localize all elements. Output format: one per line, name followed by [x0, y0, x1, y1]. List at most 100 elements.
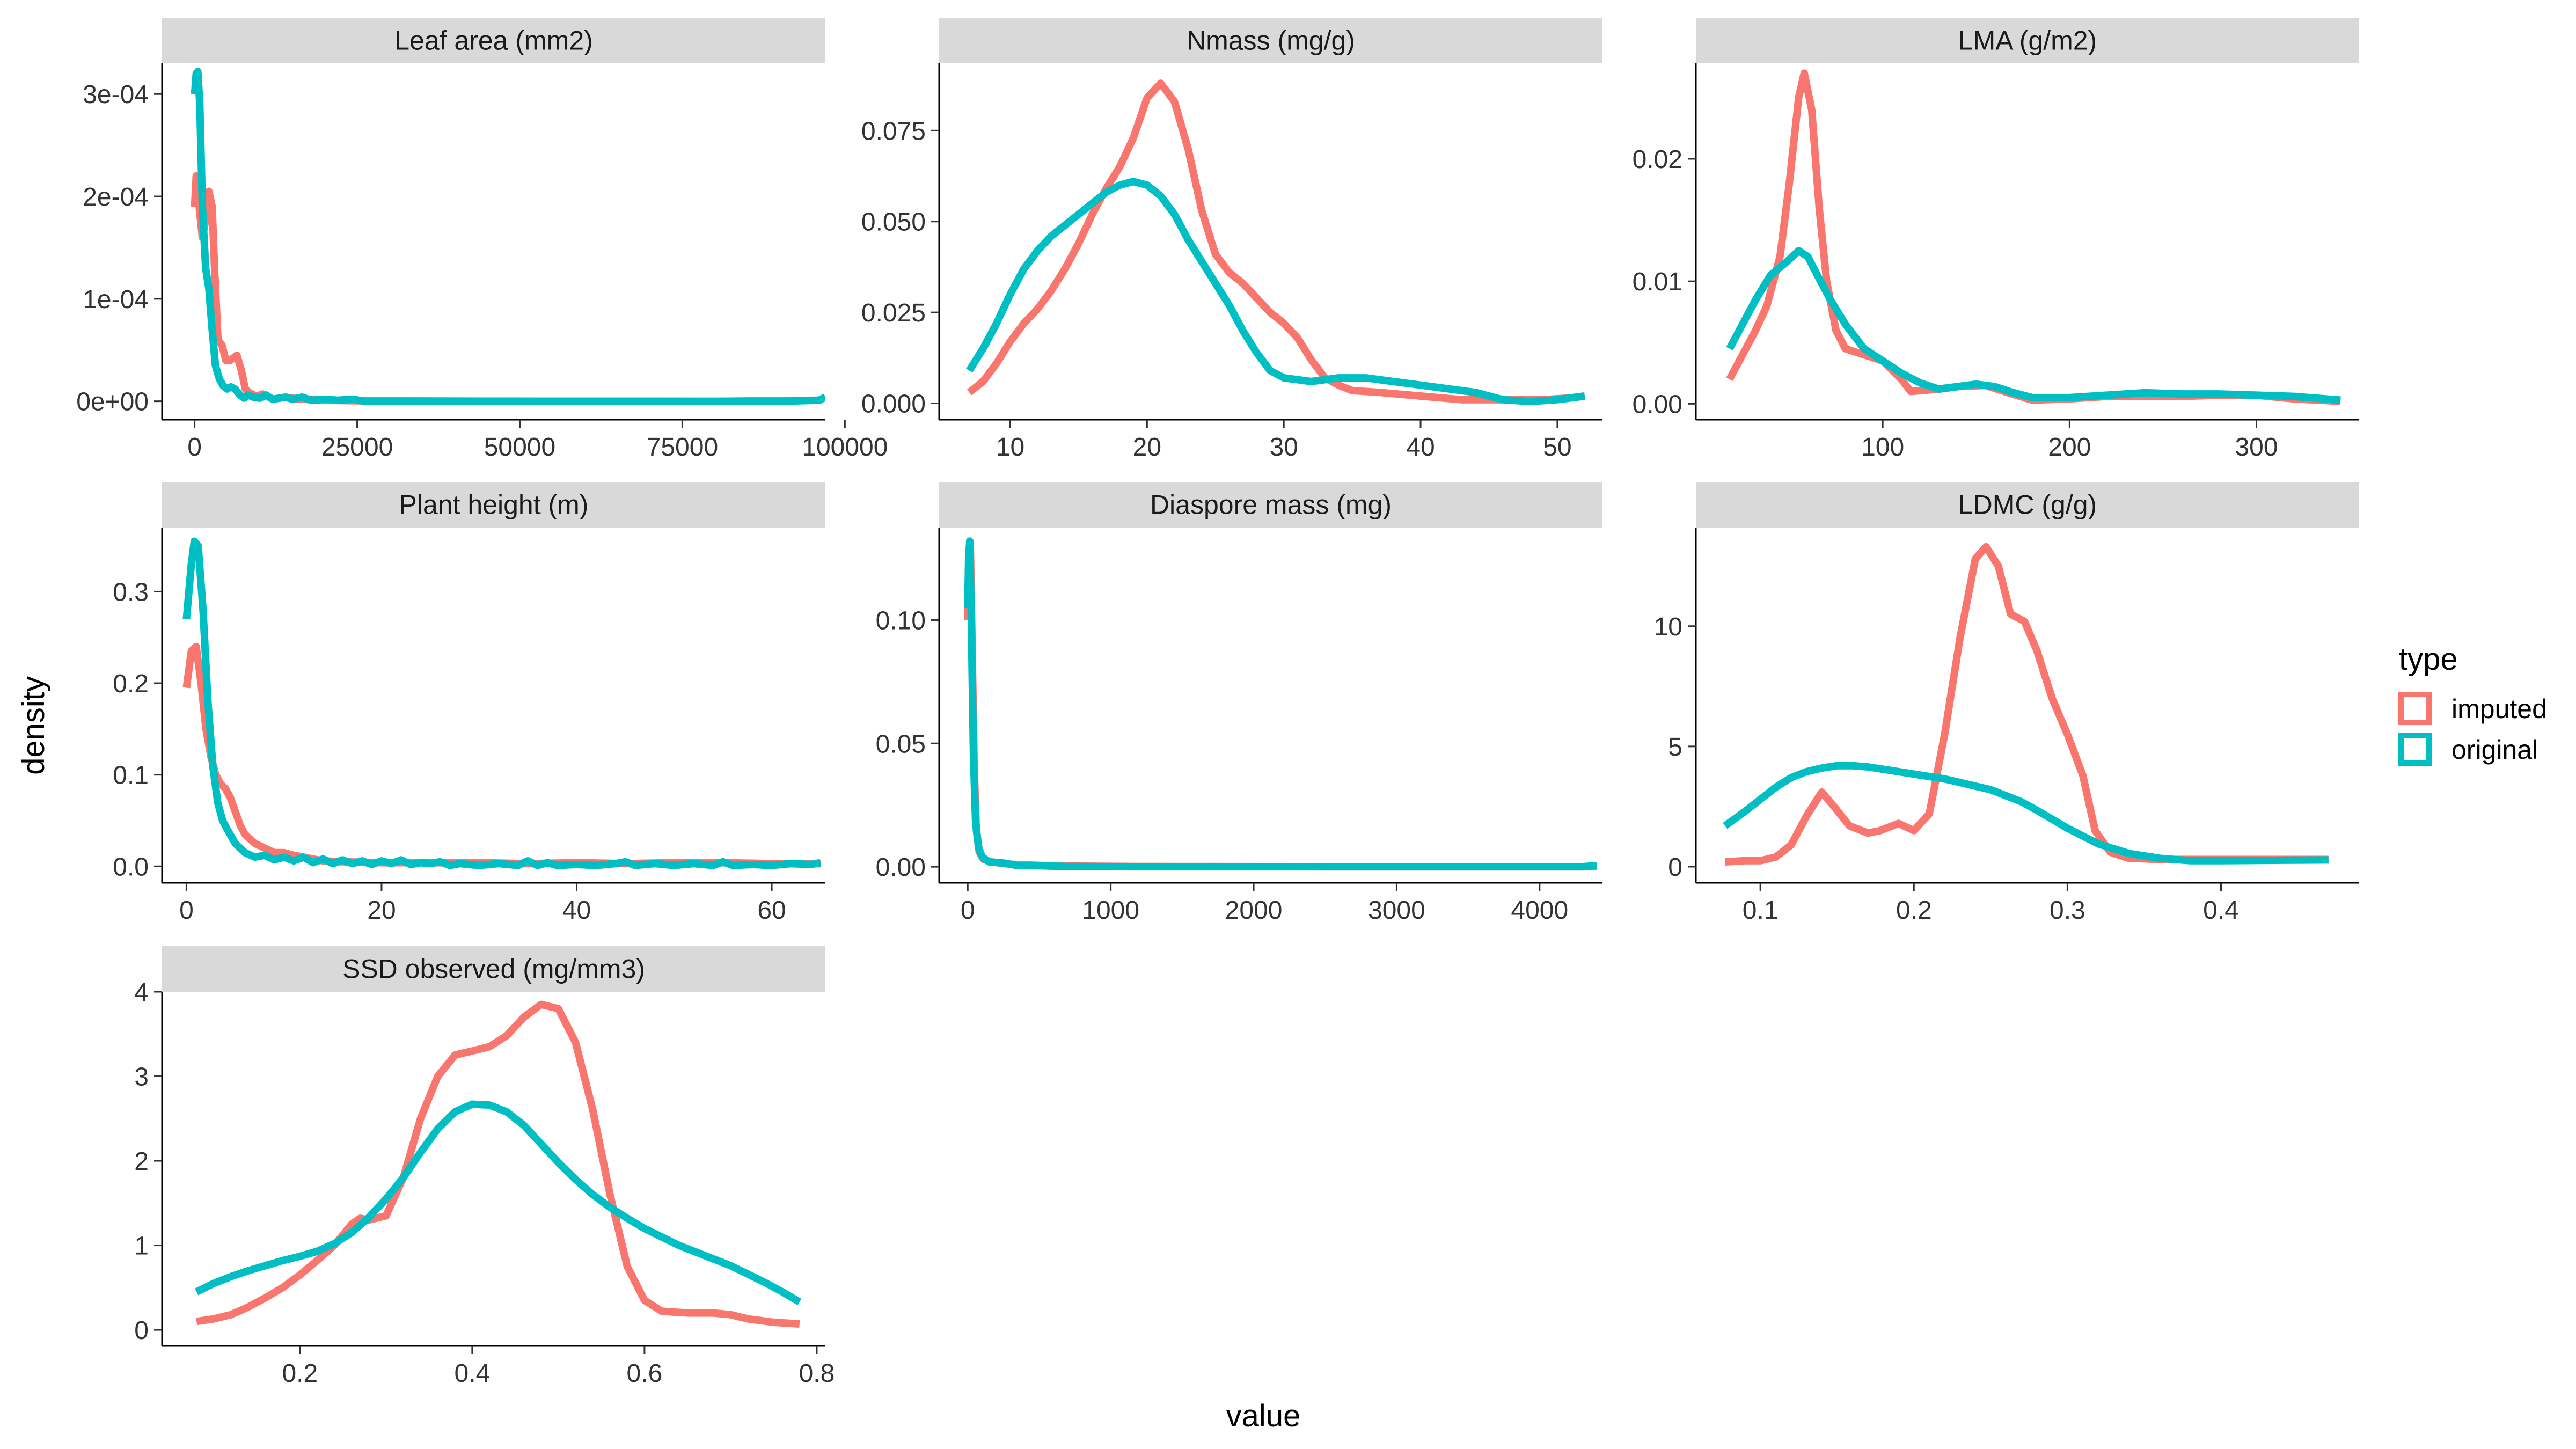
- y-axis-title: density: [16, 676, 51, 775]
- panel-ssd-observed-mg-mm3: SSD observed (mg/mm3) 0.2 0.4 0.6 0.8 0 1 2 3 4: [134, 946, 835, 1388]
- y-tick-label: 0.025: [861, 299, 926, 327]
- density-line-imputed: [1724, 543, 2329, 866]
- y-tick-label: 0.050: [861, 208, 926, 237]
- y-tick-label: 0.1: [113, 762, 149, 790]
- x-tick-label: 60: [757, 896, 786, 925]
- density-line-original: [1723, 762, 2329, 865]
- legend-title: type: [2399, 642, 2458, 677]
- x-tick-label: 0.6: [627, 1359, 663, 1388]
- y-tick-label: 5: [1668, 733, 1682, 762]
- panel-lma-g-m2: LMA (g/m2) 100 200 300 0.00 0.01 0.02: [1633, 18, 2359, 462]
- panel-ldmc-g-g: LDMC (g/g) 0.1 0.2 0.3 0.4 0 5 10: [1654, 482, 2359, 925]
- facet-strip: [939, 482, 1602, 528]
- x-tick-label: 0: [179, 896, 194, 925]
- density-line-imputed: [191, 172, 822, 405]
- facet-title: Nmass (mg/g): [1187, 26, 1355, 56]
- y-tick-label: 0.2: [113, 670, 149, 698]
- panel-diaspore-mass-mg: Diaspore mass (mg) 0 1000 2000 3000 4000 0.00 0…: [876, 482, 1602, 925]
- facet-title: LMA (g/m2): [1958, 26, 2097, 56]
- y-tick-label: 0e+00: [76, 388, 149, 416]
- facet-strip: [162, 946, 825, 992]
- facet-title: Plant height (m): [399, 490, 589, 520]
- x-tick-label: 0.2: [282, 1359, 318, 1388]
- x-tick-label: 0: [961, 896, 975, 925]
- facet-panels: Leaf area (mm2)0 25000 50000 75000 1000000e+…: [76, 18, 2359, 1388]
- y-tick-label: 0.00: [876, 853, 926, 882]
- y-tick-label: 0.3: [113, 578, 149, 606]
- legend-key-imputed: [2398, 692, 2432, 725]
- y-tick-label: 2e-04: [83, 183, 149, 211]
- y-tick-label: 0.00: [1633, 390, 1682, 419]
- x-tick-label: 10: [996, 433, 1024, 462]
- y-tick-label: 1e-04: [83, 286, 149, 314]
- density-line-original: [966, 178, 1585, 406]
- legend-key-original: [2398, 733, 2432, 766]
- x-tick-label: 0.3: [2050, 896, 2085, 925]
- y-tick-label: 0.05: [876, 730, 926, 758]
- x-tick-label: 20: [367, 896, 396, 925]
- x-tick-label: 75000: [647, 433, 718, 462]
- x-tick-label: 0.8: [799, 1359, 835, 1388]
- panel-nmass-mg-g: Nmass (mg/g) 10 20 30 40 50 0.000 0.025 0.050 0.0…: [861, 18, 1602, 462]
- legend: type imputed original: [2398, 642, 2547, 766]
- density-line-original: [195, 1100, 802, 1306]
- density-line-original: [191, 68, 825, 405]
- y-tick-label: 0.01: [1633, 268, 1682, 296]
- facet-strip: [162, 482, 825, 528]
- density-line-imputed: [964, 542, 1597, 871]
- x-axis-title: value: [1226, 1399, 1301, 1433]
- y-tick-label: 0.02: [1633, 145, 1682, 174]
- x-tick-label: 200: [2048, 433, 2091, 462]
- facet-title: Diaspore mass (mg): [1150, 490, 1392, 520]
- x-tick-label: 20: [1133, 433, 1161, 462]
- x-tick-label: 0.1: [1743, 896, 1779, 925]
- density-line-imputed: [196, 1000, 800, 1328]
- y-tick-label: 3e-04: [83, 80, 149, 109]
- y-tick-label: 4: [134, 978, 149, 1007]
- y-tick-label: 2: [134, 1147, 149, 1176]
- x-tick-label: 0.2: [1896, 896, 1932, 925]
- density-line-imputed: [967, 79, 1585, 404]
- facet-title: SSD observed (mg/mm3): [342, 954, 645, 984]
- facet-strip: [1696, 18, 2359, 63]
- panel-leaf-area-mm2: Leaf area (mm2) 0 25000 50000 75000 100000 0e+…: [76, 18, 888, 462]
- x-tick-label: 0.4: [2203, 896, 2239, 925]
- facet-title: Leaf area (mm2): [394, 26, 593, 56]
- x-tick-label: 3000: [1368, 896, 1425, 925]
- facet-strip: [939, 18, 1602, 63]
- density-line-original: [1726, 247, 2341, 404]
- x-tick-label: 40: [1406, 433, 1435, 462]
- density-line-original: [182, 537, 822, 869]
- x-tick-label: 1000: [1082, 896, 1139, 925]
- y-tick-label: 0.000: [861, 390, 926, 419]
- x-tick-label: 50000: [484, 433, 555, 462]
- facet-strip: [1696, 482, 2359, 528]
- y-tick-label: 3: [134, 1063, 149, 1092]
- x-tick-label: 2000: [1225, 896, 1283, 925]
- x-tick-label: 40: [562, 896, 591, 925]
- y-tick-label: 0: [134, 1316, 149, 1345]
- x-tick-label: 50: [1543, 433, 1571, 462]
- density-line-imputed: [182, 642, 821, 868]
- y-tick-label: 0.0: [113, 853, 149, 881]
- x-tick-label: 30: [1270, 433, 1298, 462]
- facet-strip: [162, 18, 825, 63]
- panel-plant-height-m: Plant height (m) 0 20 40 60 0.0 0.1 0.2 0.3: [113, 482, 825, 925]
- legend-label-original: original: [2451, 735, 2538, 765]
- y-tick-label: 10: [1654, 613, 1682, 641]
- x-tick-label: 0: [187, 433, 202, 462]
- facet-title: LDMC (g/g): [1958, 490, 2097, 520]
- y-tick-label: 0.10: [876, 606, 926, 635]
- x-tick-label: 100000: [802, 433, 888, 462]
- density-line-imputed: [1726, 69, 2341, 405]
- x-tick-label: 300: [2235, 433, 2278, 462]
- y-tick-label: 0: [1668, 853, 1682, 882]
- legend-label-imputed: imputed: [2451, 694, 2547, 724]
- density-line-original: [964, 537, 1597, 871]
- x-tick-label: 4000: [1511, 896, 1568, 925]
- x-tick-label: 0.4: [455, 1359, 491, 1388]
- y-tick-label: 0.075: [861, 117, 926, 145]
- x-tick-label: 25000: [321, 433, 393, 462]
- y-tick-label: 1: [134, 1232, 149, 1261]
